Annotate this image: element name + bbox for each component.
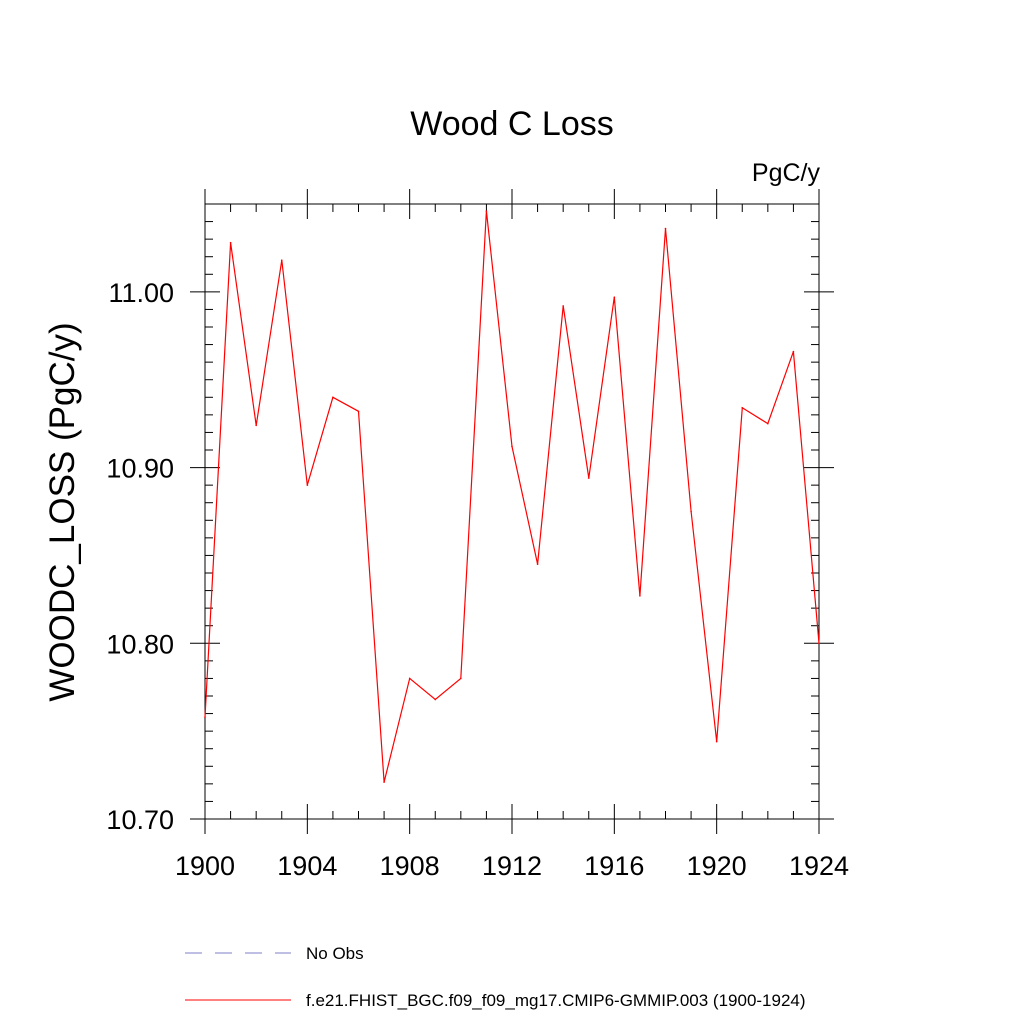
data-point [664,227,667,230]
x-tick-label: 1916 [584,851,644,881]
series-line [204,210,820,783]
x-axis-ticks: 1900 1904 1908 1912 1916 1920 1924 [175,189,849,881]
data-point [715,740,718,743]
data-point [639,595,641,597]
y-axis-ticks: 10.70 10.80 10.90 11.00 [106,278,834,835]
x-tick-label: 1920 [687,851,747,881]
data-point [383,781,385,783]
data-point [536,563,539,566]
minor-ticks [205,204,819,819]
chart-title: Wood C Loss [410,105,613,143]
x-tick-label: 1908 [380,851,440,881]
data-point [741,407,744,409]
data-point [511,445,513,448]
plot-frame [204,203,820,820]
data-point [690,510,692,513]
series-layer [204,210,820,783]
data-point [204,716,206,718]
data-point [357,410,360,413]
x-tick-label: 1912 [482,851,542,881]
data-point [280,259,283,262]
data-point [818,642,820,645]
data-point [332,396,334,399]
y-tick-label: 10.90 [106,454,174,484]
units-label: PgC/y [752,159,821,187]
data-point [460,677,462,680]
x-tick-label: 1900 [175,851,235,881]
data-point [229,241,232,244]
data-point [485,210,488,212]
data-point [434,698,437,701]
y-tick-label: 10.80 [106,629,174,659]
data-point [767,422,769,425]
data-point [562,305,564,307]
legend: No Obs f.e21.FHIST_BGC.f09_f09_mg17.CMIP… [185,944,806,1010]
data-point [306,484,309,486]
data-point [613,296,616,298]
x-tick-label: 1904 [277,851,337,881]
data-point [587,477,590,479]
legend-label-no-obs: No Obs [306,944,364,963]
legend-label-model-run: f.e21.FHIST_BGC.f09_f09_mg17.CMIP6-GMMIP… [306,991,806,1010]
data-point [255,424,257,427]
data-point [792,350,795,353]
data-point [408,677,411,680]
y-tick-label: 10.70 [106,805,174,835]
y-axis-label: WOODC_LOSS (PgC/y) [43,322,82,701]
x-tick-label: 1924 [789,851,849,881]
y-tick-label: 11.00 [108,278,174,308]
